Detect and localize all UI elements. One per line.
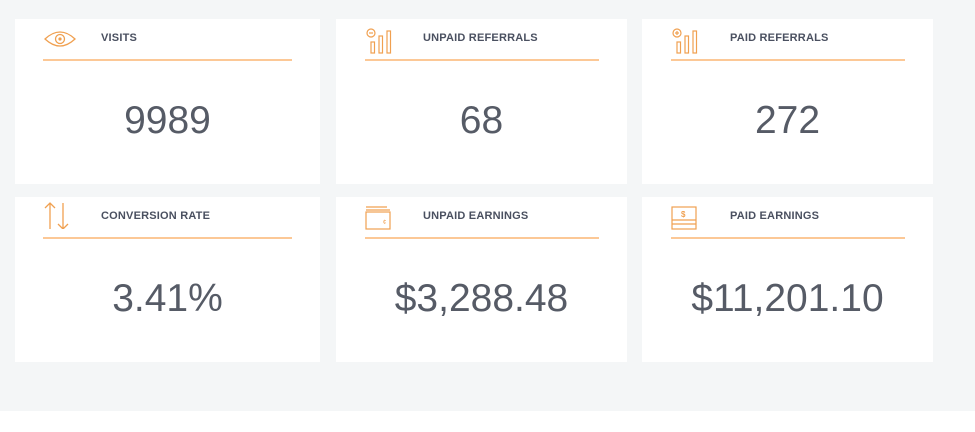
cash-icon: $ — [671, 206, 697, 230]
card-header: CONVERSION RATE — [43, 197, 292, 239]
stat-card-visits: VISITS 9989 — [15, 19, 320, 184]
stat-value: 3.41% — [112, 277, 223, 320]
stat-card-unpaid-earnings: ¢ UNPAID EARNINGS $3,288.48 — [336, 197, 627, 362]
bar-minus-icon — [366, 28, 392, 54]
stat-value: $3,288.48 — [394, 277, 569, 320]
stat-card-paid-earnings: $ PAID EARNINGS $11,201.10 — [642, 197, 933, 362]
card-header: UNPAID REFERRALS — [365, 19, 599, 61]
card-header: $ PAID EARNINGS — [671, 197, 905, 239]
stat-title: PAID REFERRALS — [730, 32, 829, 44]
stat-value: 68 — [459, 99, 504, 142]
card-header: ¢ UNPAID EARNINGS — [365, 197, 599, 239]
stat-title: UNPAID REFERRALS — [423, 32, 538, 44]
arrows-up-down-icon — [44, 202, 69, 229]
svg-text:$: $ — [681, 210, 686, 219]
card-header: PAID REFERRALS — [671, 19, 905, 61]
stat-title: VISITS — [101, 32, 138, 44]
eye-icon — [44, 31, 76, 47]
stat-card-paid-referrals: PAID REFERRALS 272 — [642, 19, 933, 184]
card-header: VISITS — [43, 19, 292, 61]
stat-value: 9989 — [124, 99, 211, 142]
stat-title: PAID EARNINGS — [730, 210, 820, 222]
stat-title: CONVERSION RATE — [101, 210, 211, 222]
stat-card-unpaid-referrals: UNPAID REFERRALS 68 — [336, 19, 627, 184]
stat-card-conversion-rate: CONVERSION RATE 3.41% — [15, 197, 320, 362]
bar-plus-icon — [672, 28, 698, 54]
stat-title: UNPAID EARNINGS — [423, 210, 529, 222]
stat-value: $11,201.10 — [691, 277, 884, 320]
svg-text:¢: ¢ — [383, 220, 386, 226]
stat-value: 272 — [754, 99, 821, 142]
wallet-icon: ¢ — [365, 206, 391, 230]
